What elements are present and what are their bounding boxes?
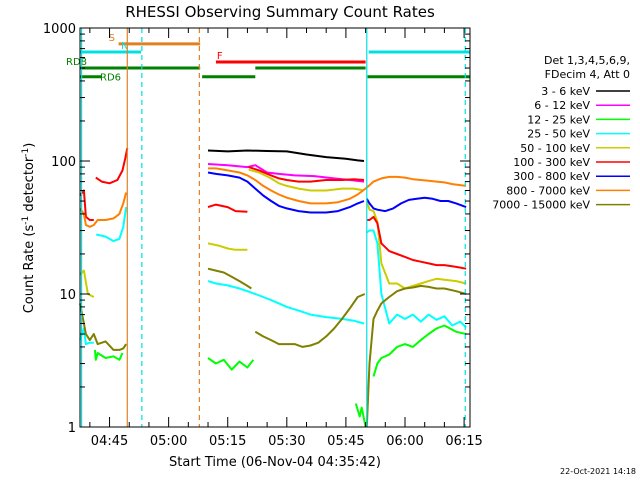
- y-tick-label: 1000: [43, 22, 76, 37]
- legend-entry-label: 50 - 100 keV: [520, 142, 590, 155]
- flag-label: RD6: [100, 73, 121, 84]
- y-axis-label-sup1: -1: [21, 216, 31, 225]
- chart-title: RHESSI Observing Summary Count Rates: [125, 3, 435, 21]
- legend-entry-label: 12 - 25 keV: [527, 113, 590, 126]
- legend-entry-label: 800 - 7000 keV: [506, 184, 590, 197]
- series-line: [366, 229, 467, 329]
- series-line: [95, 206, 128, 243]
- y-axis-label: Count Rate (s-1 detector-1): [21, 143, 37, 314]
- y-axis-label-mid: detector: [22, 156, 37, 216]
- y-tick-label: 1: [68, 421, 76, 436]
- series-line: [254, 293, 366, 348]
- series-line: [207, 280, 365, 325]
- series-line: [207, 163, 365, 183]
- legend: Det 1,3,4,5,6,9, FDecim 4, Att 0 3 - 6 k…: [492, 54, 630, 212]
- series-line: [365, 284, 467, 428]
- y-axis-label-main: Count Rate (s: [22, 225, 37, 314]
- series-line: [354, 403, 367, 428]
- x-tick-label: 05:00: [150, 434, 187, 449]
- series-line: [94, 349, 124, 361]
- x-tick-label: 05:30: [268, 434, 305, 449]
- flag-label: S: [109, 33, 115, 44]
- series-line: [95, 147, 129, 185]
- series-line: [207, 242, 248, 251]
- x-tick-label: 05:45: [327, 434, 364, 449]
- flag-label: RD8: [66, 57, 87, 68]
- series-line: [372, 324, 467, 377]
- series-line: [79, 303, 127, 351]
- flag-label: F: [217, 51, 223, 62]
- series-line: [207, 171, 365, 214]
- legend-entry-label: 300 - 800 keV: [513, 170, 590, 183]
- legend-entry-label: 25 - 50 keV: [527, 128, 590, 141]
- series-line: [366, 215, 467, 270]
- series-line: [79, 192, 128, 228]
- legend-header-line-1: Det 1,3,4,5,6,9,: [544, 54, 630, 67]
- x-tick-label: 06:15: [445, 434, 482, 449]
- series-line: [79, 189, 94, 221]
- series-line: [248, 166, 365, 183]
- series-line: [207, 149, 365, 162]
- legend-entry-label: 3 - 6 keV: [541, 85, 590, 98]
- series-line: [207, 357, 255, 371]
- y-axis-label-sup2: -1: [21, 148, 31, 157]
- flag-label: N: [121, 41, 128, 52]
- legend-entry-label: 7000 - 15000 keV: [492, 199, 590, 212]
- x-tick-label: 06:00: [386, 434, 423, 449]
- legend-entry-label: 6 - 12 keV: [534, 99, 590, 112]
- x-tick-label: 05:15: [209, 434, 246, 449]
- series-line: [207, 203, 248, 213]
- y-tick-label: 10: [59, 288, 76, 303]
- x-axis-label: Start Time (06-Nov-04 04:35:42): [169, 455, 381, 470]
- plot-frame: [79, 27, 471, 428]
- series-line: [248, 168, 365, 192]
- x-tick-label: 04:45: [91, 434, 128, 449]
- y-tick-label: 100: [51, 155, 76, 170]
- footer-date: 22-Oct-2021 14:18: [560, 467, 636, 476]
- series-line: [365, 196, 467, 213]
- series-line: [207, 267, 252, 290]
- series-line: [208, 167, 467, 205]
- legend-header-line-2: FDecim 4, Att 0: [545, 68, 630, 81]
- series-line: [79, 327, 94, 346]
- legend-entry-label: 100 - 300 keV: [513, 156, 590, 169]
- y-axis-label-end: ): [22, 143, 37, 148]
